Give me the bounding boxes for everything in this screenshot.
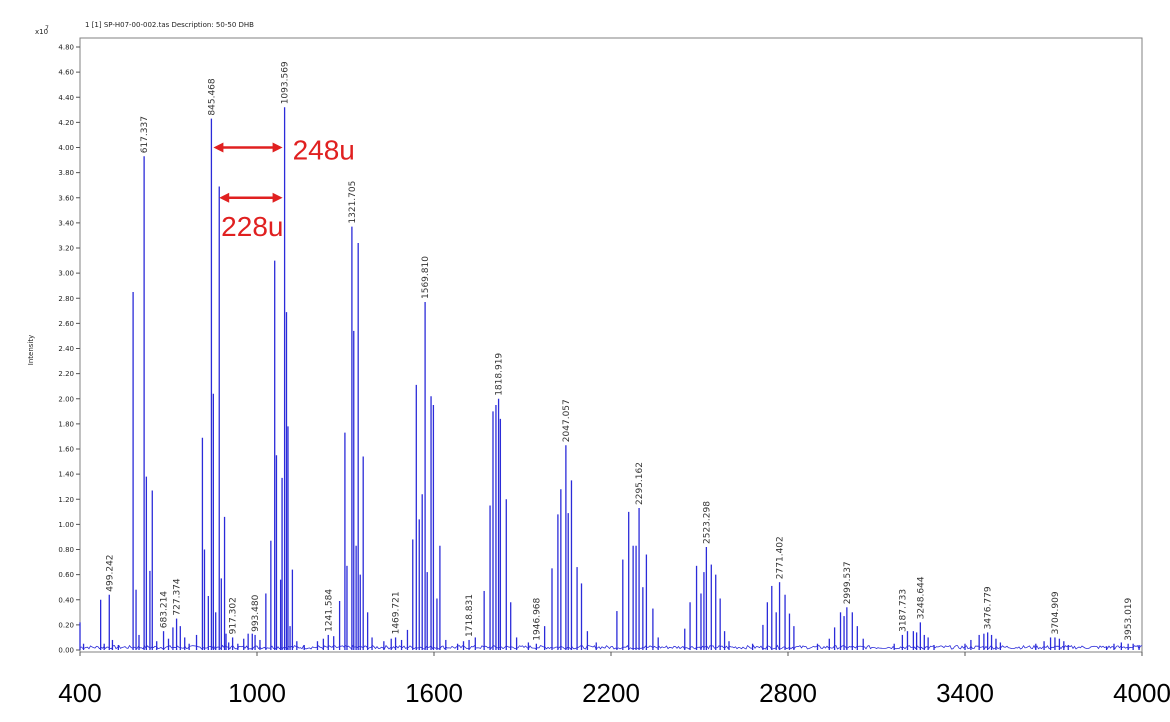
annotation-arrow-head bbox=[213, 142, 224, 153]
y-tick-label: 2.80 bbox=[58, 295, 74, 303]
y-tick-label: 1.60 bbox=[58, 446, 74, 454]
y-tick-label: 3.80 bbox=[58, 169, 74, 177]
x-tick-label: 2200 bbox=[582, 678, 640, 708]
peak-label: 2523.298 bbox=[702, 501, 712, 544]
y-tick-label: 4.00 bbox=[58, 144, 74, 152]
y-tick-label: 0.60 bbox=[58, 571, 74, 579]
peak-labels: 499.242 617.337 683.214 727.374 845.468 917.3… bbox=[105, 61, 1134, 641]
y-tick-label: 2.00 bbox=[58, 395, 74, 403]
peak-label: 3248.644 bbox=[916, 576, 926, 619]
peak-label: 845.468 bbox=[207, 78, 217, 115]
peak-label: 1718.831 bbox=[465, 594, 475, 637]
y-tick-label: 3.40 bbox=[58, 219, 74, 227]
peak-label: 1093.569 bbox=[281, 61, 291, 104]
y-tick-label: 1.20 bbox=[58, 496, 74, 504]
peak-label: 1241.584 bbox=[324, 589, 334, 632]
y-scale-exponent: 7 bbox=[45, 25, 49, 32]
spectrum-baseline bbox=[79, 644, 1143, 650]
file-info-header: 1 [1] SP-H07-00-002.tas Description: 50-… bbox=[85, 21, 254, 29]
annotation-label-248u: 248u bbox=[293, 135, 355, 166]
baseline-noise bbox=[79, 644, 1143, 650]
y-tick-label: 3.20 bbox=[58, 245, 74, 253]
y-tick-label: 4.40 bbox=[58, 94, 74, 102]
peak-label: 2999.537 bbox=[843, 561, 853, 604]
y-tick-label: 3.60 bbox=[58, 194, 74, 202]
annotation-arrow-head bbox=[272, 192, 283, 203]
annotation-label-228u: 228u bbox=[221, 211, 283, 242]
peak-label: 617.337 bbox=[140, 116, 150, 153]
peak-label: 1569.810 bbox=[421, 256, 431, 299]
x-tick-label: 1600 bbox=[405, 678, 463, 708]
y-tick-label: 2.60 bbox=[58, 320, 74, 328]
peak-label: 499.242 bbox=[105, 554, 115, 591]
peak-label: 3476.779 bbox=[984, 586, 994, 629]
peak-label: 917.302 bbox=[229, 597, 239, 634]
y-tick-label: 2.20 bbox=[58, 370, 74, 378]
y-tick-label: 0.40 bbox=[58, 596, 74, 604]
peak-label: 1818.919 bbox=[495, 353, 505, 396]
y-axis-label: Intensity bbox=[27, 335, 35, 365]
x-tick-label: 4000 bbox=[1113, 678, 1170, 708]
plot-frame bbox=[79, 37, 1143, 653]
y-tick-label: 1.40 bbox=[58, 471, 74, 479]
peak-label: 3953.019 bbox=[1124, 597, 1134, 640]
y-tick-label: 0.20 bbox=[58, 621, 74, 629]
annotation-arrow-head bbox=[219, 192, 230, 203]
y-tick-label: 1.00 bbox=[58, 521, 74, 529]
y-tick-label: 0.80 bbox=[58, 546, 74, 554]
x-tick-label: 3400 bbox=[936, 678, 994, 708]
x-tick-label: 1000 bbox=[228, 678, 286, 708]
y-tick-label: 0.00 bbox=[58, 647, 74, 655]
y-axis: 0.00 0.20 0.40 0.60 0.80 1.00 1.20 1.40 1.60 1.80… bbox=[58, 44, 80, 655]
annotation-arrow-head bbox=[272, 142, 283, 153]
x-axis: 400 1000 1600 2200 2800 3400 4000 bbox=[58, 652, 1170, 708]
peak-label: 1946.968 bbox=[532, 597, 542, 640]
x-tick-label: 2800 bbox=[759, 678, 817, 708]
y-tick-label: 2.40 bbox=[58, 345, 74, 353]
y-tick-label: 4.60 bbox=[58, 69, 74, 77]
y-tick-label: 4.80 bbox=[58, 44, 74, 52]
peak-label: 3704.909 bbox=[1051, 591, 1061, 634]
peak-label: 993.480 bbox=[251, 594, 261, 631]
peak-label: 3187.733 bbox=[898, 589, 908, 632]
mass-difference-annotations: 248u 228u bbox=[213, 135, 355, 242]
y-scale-label: x10 bbox=[35, 28, 48, 36]
peak-label: 1321.705 bbox=[348, 181, 358, 224]
peak-label: 1469.721 bbox=[392, 591, 402, 634]
peak-label: 2047.057 bbox=[562, 399, 572, 442]
peak-label: 683.214 bbox=[160, 591, 170, 628]
y-tick-label: 1.80 bbox=[58, 420, 74, 428]
x-tick-label: 400 bbox=[58, 678, 101, 708]
y-tick-label: 4.20 bbox=[58, 119, 74, 127]
spectrum-peaks bbox=[79, 107, 1140, 650]
peak-label: 727.374 bbox=[173, 578, 183, 615]
y-tick-label: 3.00 bbox=[58, 270, 74, 278]
peak-label: 2771.402 bbox=[776, 536, 786, 579]
peak-label: 2295.162 bbox=[635, 462, 645, 505]
